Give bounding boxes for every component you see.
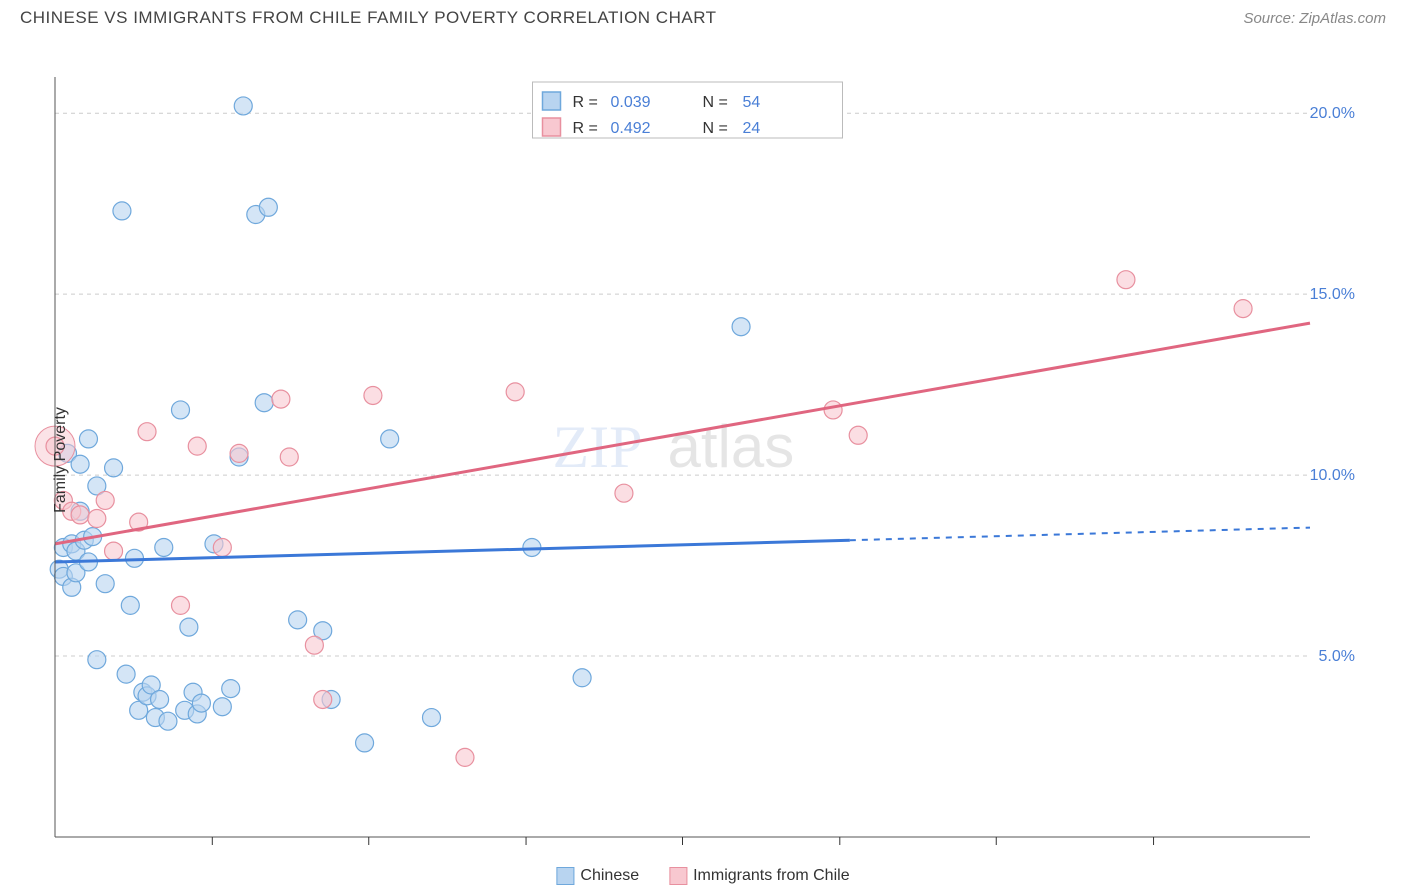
legend-bottom: Chinese Immigrants from Chile (556, 867, 849, 885)
svg-text:15.0%: 15.0% (1310, 286, 1355, 303)
legend-item: Chinese (556, 867, 639, 885)
legend-item: Immigrants from Chile (669, 867, 849, 885)
svg-text:atlas: atlas (668, 413, 795, 480)
legend-swatch (669, 867, 687, 885)
scatter-chart: 5.0%10.0%15.0%20.0%ZIPatlas0.0%15.0%R =0… (0, 32, 1406, 852)
svg-text:54: 54 (743, 94, 761, 111)
legend-label: Immigrants from Chile (693, 867, 849, 884)
svg-text:R =: R = (573, 120, 598, 137)
svg-text:R =: R = (573, 94, 598, 111)
svg-text:10.0%: 10.0% (1310, 467, 1355, 484)
svg-text:0.039: 0.039 (611, 94, 651, 111)
chart-header: CHINESE VS IMMIGRANTS FROM CHILE FAMILY … (0, 0, 1406, 32)
svg-text:20.0%: 20.0% (1310, 105, 1355, 122)
chart-source: Source: ZipAtlas.com (1243, 10, 1386, 27)
svg-text:N =: N = (703, 94, 728, 111)
svg-text:24: 24 (743, 120, 761, 137)
legend-swatch (556, 867, 574, 885)
chart-container: Family Poverty 5.0%10.0%15.0%20.0%ZIPatl… (0, 32, 1406, 887)
y-axis-label: Family Poverty (52, 407, 70, 513)
svg-text:N =: N = (703, 120, 728, 137)
legend-label: Chinese (580, 867, 639, 884)
svg-text:5.0%: 5.0% (1319, 648, 1355, 665)
svg-text:0.492: 0.492 (611, 120, 651, 137)
chart-title: CHINESE VS IMMIGRANTS FROM CHILE FAMILY … (20, 8, 717, 28)
